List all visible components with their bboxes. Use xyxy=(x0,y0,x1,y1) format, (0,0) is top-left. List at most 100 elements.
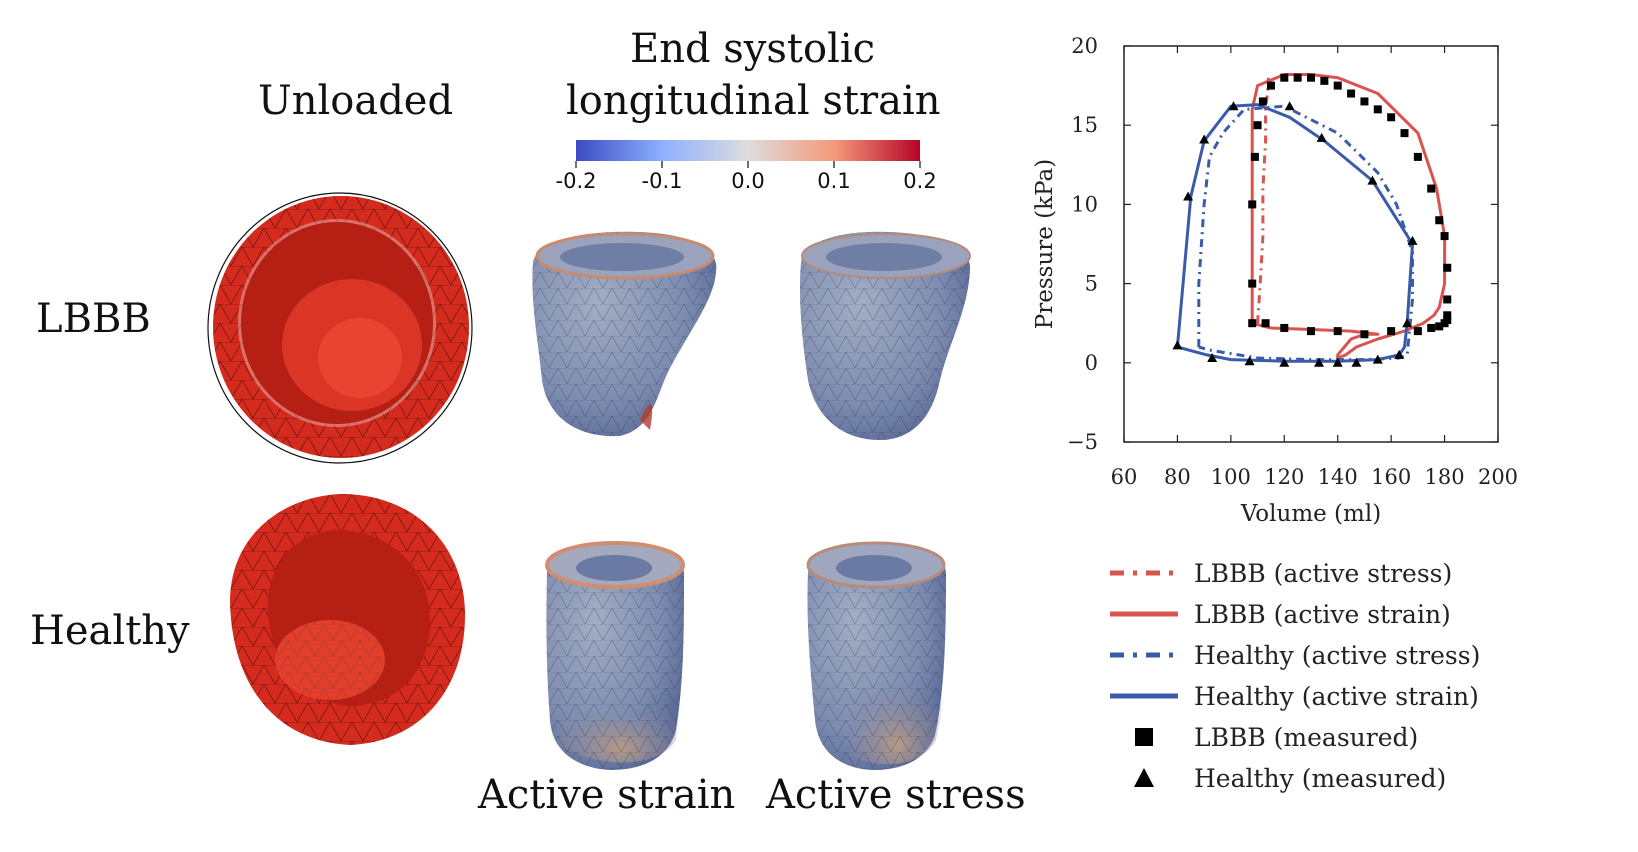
x-tick-label: 80 xyxy=(1164,465,1191,489)
x-axis-label: Volume (ml) xyxy=(1240,501,1381,527)
series-layer xyxy=(1172,73,1452,367)
legend-entry-label: Healthy (active strain) xyxy=(1194,682,1479,711)
marker-lbbb-measured xyxy=(1387,327,1396,336)
marker-lbbb-measured xyxy=(1360,330,1369,339)
colorbar-bar xyxy=(576,140,920,161)
legend-entry-label: LBBB (active strain) xyxy=(1194,600,1451,629)
column-label-active-stress: Active stress xyxy=(766,772,1026,818)
colorbar-title-line2: longitudinal strain xyxy=(566,78,941,124)
marker-lbbb-measured xyxy=(1248,279,1257,288)
marker-lbbb-measured xyxy=(1261,319,1270,328)
marker-lbbb-measured xyxy=(1307,73,1315,82)
series-line-3 xyxy=(1175,103,1414,363)
colorbar-tick-label: 0.1 xyxy=(817,169,850,193)
x-tick-label: 200 xyxy=(1478,465,1518,489)
x-tick-label: 100 xyxy=(1211,465,1251,489)
marker-healthy-measured xyxy=(1183,191,1194,201)
marker-lbbb-measured xyxy=(1400,129,1409,138)
marker-healthy-measured xyxy=(1332,357,1343,367)
colorbar-tick-label: 0.0 xyxy=(731,169,764,193)
marker-lbbb-measured xyxy=(1387,113,1396,122)
marker-lbbb-measured xyxy=(1347,89,1356,98)
marker-lbbb-measured xyxy=(1293,73,1302,82)
y-axis-label: Pressure (kPa) xyxy=(1032,159,1058,329)
marker-healthy-measured xyxy=(1228,101,1239,111)
plot-frame xyxy=(1123,45,1499,443)
marker-lbbb-measured xyxy=(1435,322,1444,331)
marker-healthy-measured xyxy=(1316,132,1327,142)
axis-ticks: 60 80 100 120 140 160 180 200 −5 0 5 10 15 20 xyxy=(1067,34,1518,489)
marker-lbbb-measured xyxy=(1333,327,1342,336)
mesh-unloaded-lbbb xyxy=(207,192,473,464)
colorbar-tick-label: 0.2 xyxy=(903,169,936,193)
marker-healthy-measured xyxy=(1244,356,1255,366)
marker-healthy-measured xyxy=(1402,318,1413,328)
legend-entry-label: LBBB (active stress) xyxy=(1194,559,1452,588)
column-label-active-strain: Active strain xyxy=(478,772,736,818)
legend-swatch-triangle xyxy=(1134,768,1154,787)
chart-legend: LBBB (active stress) LBBB (active strain)… xyxy=(1110,559,1480,793)
marker-lbbb-measured xyxy=(1427,184,1436,193)
colorbar-ticks: -0.2 -0.1 0.0 0.1 0.2 xyxy=(556,161,937,193)
legend-entry-label: Healthy (measured) xyxy=(1194,764,1446,793)
x-tick-label: 160 xyxy=(1371,465,1411,489)
marker-healthy-measured xyxy=(1314,357,1325,367)
marker-lbbb-measured xyxy=(1443,311,1452,320)
y-tick-label: 15 xyxy=(1071,113,1098,137)
marker-healthy-measured xyxy=(1372,354,1383,364)
marker-lbbb-measured xyxy=(1250,152,1259,161)
marker-lbbb-measured xyxy=(1413,327,1422,336)
pv-loop-chart: 60 80 100 120 140 160 180 200 −5 0 5 10 15 20 Volume … xyxy=(1032,34,1518,527)
y-tick-label: 20 xyxy=(1071,34,1098,58)
y-tick-label: 0 xyxy=(1085,351,1098,375)
marker-lbbb-measured xyxy=(1360,97,1369,106)
series-line-0 xyxy=(1256,77,1270,324)
mesh-lbbb-active-strain xyxy=(532,231,717,437)
x-tick-label: 120 xyxy=(1264,465,1304,489)
marker-healthy-measured xyxy=(1367,175,1378,185)
marker-lbbb-measured xyxy=(1413,152,1422,161)
legend-swatch-square xyxy=(1135,728,1153,746)
marker-lbbb-measured xyxy=(1440,232,1449,241)
colorbar: -0.2 -0.1 0.0 0.1 0.2 xyxy=(556,140,937,193)
marker-lbbb-measured xyxy=(1443,295,1452,304)
colorbar-title-line1: End systolic xyxy=(630,26,876,72)
marker-lbbb-measured xyxy=(1266,81,1275,90)
marker-lbbb-measured xyxy=(1427,323,1436,332)
marker-healthy-measured xyxy=(1351,357,1362,367)
marker-lbbb-measured xyxy=(1443,263,1452,272)
row-label-healthy: Healthy xyxy=(30,608,190,654)
column-label-unloaded: Unloaded xyxy=(258,78,454,124)
legend-entry-label: LBBB (measured) xyxy=(1194,723,1418,752)
x-tick-label: 60 xyxy=(1111,465,1138,489)
marker-lbbb-measured xyxy=(1280,323,1289,332)
marker-lbbb-measured xyxy=(1373,105,1382,114)
colorbar-tick-label: -0.1 xyxy=(642,169,683,193)
y-tick-label: 5 xyxy=(1085,272,1098,296)
y-tick-label: −5 xyxy=(1067,430,1098,454)
series-line-2 xyxy=(1197,104,1414,362)
x-tick-label: 140 xyxy=(1318,465,1358,489)
row-label-lbbb: LBBB xyxy=(36,296,151,342)
colorbar-tick-label: -0.2 xyxy=(556,169,597,193)
marker-healthy-measured xyxy=(1407,235,1418,245)
marker-healthy-measured xyxy=(1284,101,1295,111)
mesh-unloaded-healthy xyxy=(230,494,465,745)
marker-healthy-measured xyxy=(1279,357,1290,367)
marker-lbbb-measured xyxy=(1280,73,1289,82)
marker-healthy-measured xyxy=(1394,349,1405,359)
x-tick-label: 180 xyxy=(1425,465,1465,489)
y-tick-label: 10 xyxy=(1071,192,1098,216)
mesh-lbbb-active-stress xyxy=(799,231,971,440)
mesh-healthy-active-stress xyxy=(806,541,946,770)
mesh-healthy-active-strain xyxy=(545,541,685,770)
marker-lbbb-measured xyxy=(1248,200,1257,209)
legend-entry-label: Healthy (active stress) xyxy=(1194,641,1480,670)
marker-lbbb-measured xyxy=(1320,76,1329,85)
marker-lbbb-measured xyxy=(1440,319,1449,328)
series-line-1 xyxy=(1250,73,1447,360)
marker-lbbb-measured xyxy=(1258,97,1267,106)
marker-lbbb-measured xyxy=(1253,121,1262,130)
marker-lbbb-measured xyxy=(1307,327,1315,336)
